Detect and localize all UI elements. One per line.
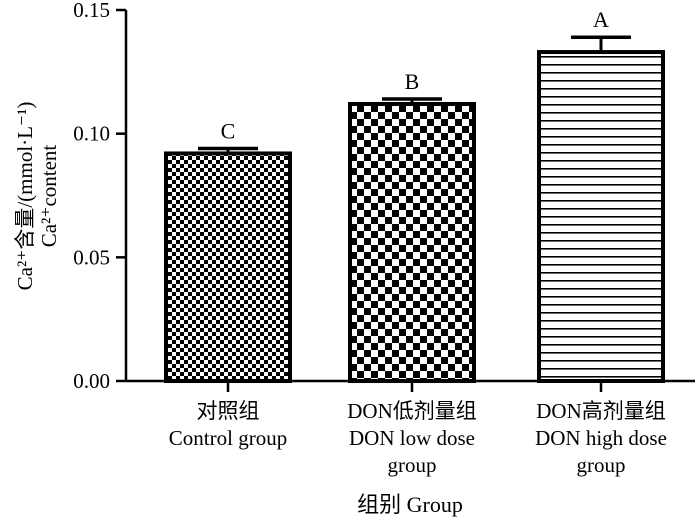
category-labels: 对照组 Control group DON低剂量组 DON low dose group… bbox=[169, 399, 667, 477]
category-label-line: group bbox=[577, 453, 626, 477]
bar-3 bbox=[537, 50, 665, 384]
y-tick-label: 0.10 bbox=[73, 122, 110, 146]
category-label-line: DON高剂量组 bbox=[536, 399, 666, 423]
significance-labels: C B A bbox=[221, 7, 609, 143]
y-axis-title: Ca²⁺含量/(mmol·L⁻¹) Ca²⁺content bbox=[13, 102, 61, 291]
x-axis-title: 组别 Group bbox=[357, 492, 463, 517]
y-axis-title-line2: Ca²⁺content bbox=[37, 145, 61, 248]
significance-letter: B bbox=[405, 69, 420, 94]
y-ticks: 0.00 0.05 0.10 0.15 bbox=[73, 0, 126, 393]
category-label-line: DON low dose bbox=[349, 426, 475, 450]
significance-letter: C bbox=[221, 119, 236, 144]
y-axis-title-line1: Ca²⁺含量/(mmol·L⁻¹) bbox=[13, 102, 37, 291]
y-tick-label: 0.15 bbox=[73, 0, 110, 22]
bar-2 bbox=[348, 101, 476, 383]
category-label-line: Control group bbox=[169, 426, 287, 450]
bar-1 bbox=[164, 151, 292, 383]
y-tick-label: 0.05 bbox=[73, 245, 110, 269]
error-bars bbox=[198, 35, 631, 154]
category-label-line: DON high dose bbox=[535, 426, 667, 450]
category-label-line: group bbox=[388, 453, 437, 477]
y-tick-label: 0.00 bbox=[73, 369, 110, 393]
category-label-line: 对照组 bbox=[197, 399, 260, 423]
category-label-line: DON低剂量组 bbox=[347, 399, 477, 423]
significance-letter: A bbox=[593, 7, 609, 32]
bars bbox=[164, 50, 665, 384]
